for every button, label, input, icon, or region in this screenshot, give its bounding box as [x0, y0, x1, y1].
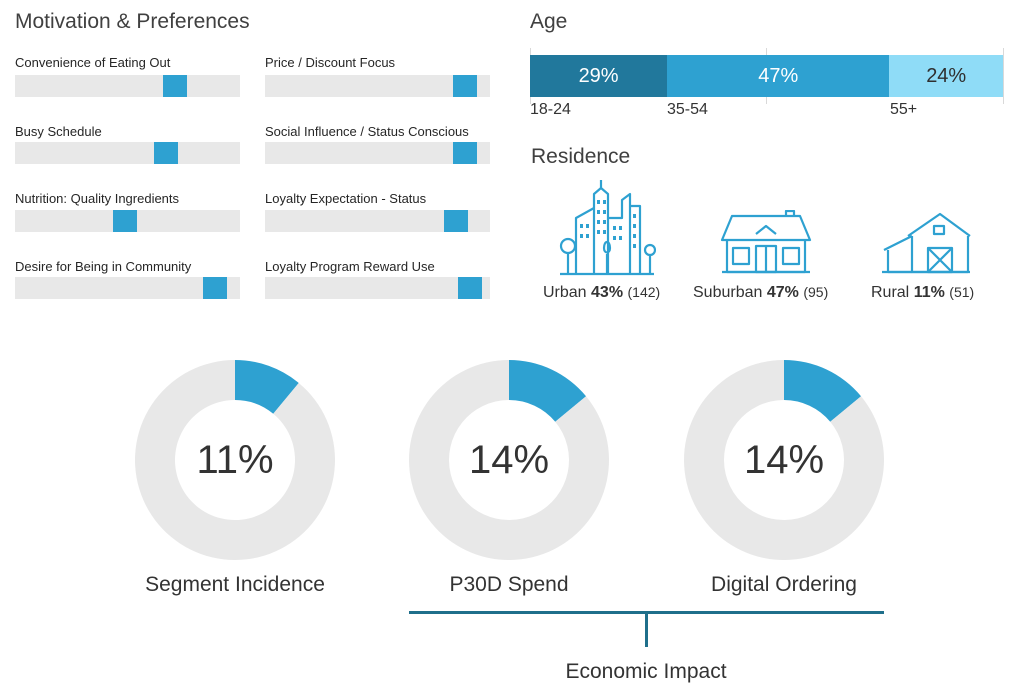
age-segment-18-24: 29% — [530, 55, 668, 97]
donut-slice-remainder — [684, 360, 885, 560]
residence-caption-suburban: Suburban 47% (95) — [693, 284, 828, 302]
donut-title: Segment Incidence — [145, 573, 325, 596]
donut-slice-highlight — [784, 360, 862, 422]
motivation-label: Social Influence / Status Conscious — [265, 124, 469, 139]
motivation-marker — [154, 142, 178, 164]
donut-value: 11% — [196, 438, 274, 482]
residence-count: (95) — [803, 284, 829, 300]
house-icon — [720, 210, 812, 274]
age-segment-label: 29% — [578, 64, 619, 87]
motivation-bar — [265, 277, 490, 299]
donut-value: 14% — [743, 438, 825, 482]
city-buildings-icon — [559, 180, 656, 276]
residence-name: Suburban — [693, 284, 763, 301]
age-stacked-bar: 29% 47% 24% — [530, 55, 1003, 97]
economic-impact-connector — [645, 611, 648, 647]
donut-charts — [134, 360, 885, 560]
motivation-bar — [15, 277, 240, 299]
age-segment-label: 24% — [926, 64, 967, 87]
age-gridline — [1003, 48, 1004, 104]
age-tick-label: 35-54 — [667, 101, 708, 118]
donut-slice-highlight — [509, 360, 587, 422]
age-tick-label: 18-24 — [530, 101, 571, 118]
economic-impact-label: Economic Impact — [565, 660, 727, 683]
residence-percent: 43% — [591, 284, 624, 301]
motivation-marker — [203, 277, 227, 299]
motivation-bar — [15, 142, 240, 164]
motivation-label: Desire for Being in Community — [15, 259, 192, 274]
residence-caption-rural: Rural 11% (51) — [871, 284, 974, 302]
age-title: Age — [530, 10, 568, 33]
motivation-title: Motivation & Preferences — [15, 10, 250, 33]
motivation-label: Busy Schedule — [15, 124, 102, 139]
residence-count: (51) — [949, 284, 975, 300]
motivation-marker — [444, 210, 468, 232]
donut-slice-remainder — [408, 360, 609, 560]
age-segment-35-54: 47% — [667, 55, 890, 97]
motivation-bar — [15, 210, 240, 232]
donut-title: Digital Ordering — [711, 573, 857, 596]
motivation-marker — [113, 210, 137, 232]
motivation-marker — [453, 142, 477, 164]
donut-value: 14% — [468, 438, 550, 482]
motivation-label: Nutrition: Quality Ingredients — [15, 191, 180, 206]
residence-percent: 11% — [913, 284, 945, 301]
residence-caption-urban: Urban 43% (142) — [543, 284, 660, 302]
motivation-bar — [265, 210, 490, 232]
residence-name: Urban — [543, 284, 587, 301]
age-segment-55-plus: 24% — [889, 55, 1003, 97]
residence-name: Rural — [871, 284, 910, 301]
motivation-label: Loyalty Program Reward Use — [265, 259, 435, 274]
donut-slice-highlight — [235, 360, 299, 414]
age-segment-label: 47% — [758, 64, 799, 87]
residence-percent: 47% — [766, 284, 799, 301]
motivation-bar — [265, 142, 490, 164]
motivation-label: Convenience of Eating Out — [15, 55, 171, 70]
motivation-bar — [15, 75, 240, 97]
motivation-marker — [163, 75, 187, 97]
donut-title: P30D Spend — [449, 573, 569, 596]
age-tick-label: 55+ — [890, 101, 918, 118]
donut-slice-remainder — [134, 360, 335, 560]
motivation-label: Loyalty Expectation - Status — [265, 191, 427, 206]
motivation-bar — [265, 75, 490, 97]
motivation-label: Price / Discount Focus — [265, 55, 396, 70]
residence-title: Residence — [531, 145, 631, 168]
barn-icon — [882, 212, 971, 274]
residence-count: (142) — [627, 284, 661, 300]
motivation-marker — [458, 277, 482, 299]
motivation-marker — [453, 75, 477, 97]
